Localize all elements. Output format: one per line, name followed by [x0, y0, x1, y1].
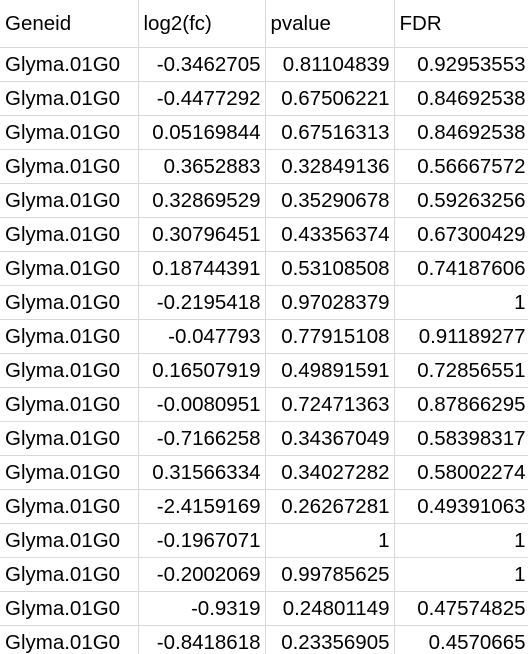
cell-log2fc[interactable]: -0.2002069	[138, 557, 266, 592]
header-cell-log2fc[interactable]: log2(fc)	[138, 0, 266, 48]
cell-log2fc[interactable]: -0.047793	[138, 319, 266, 354]
table-row: Glyma.01G0 0.16507919 0.49891591 0.72856551	[0, 353, 528, 388]
cell-geneid[interactable]: Glyma.01G0	[0, 523, 139, 558]
cell-pvalue[interactable]: 0.26267281	[265, 489, 395, 524]
header-cell-fdr[interactable]: FDR	[394, 0, 528, 48]
cell-geneid[interactable]: Glyma.01G0	[0, 149, 139, 184]
cell-geneid[interactable]: Glyma.01G0	[0, 387, 139, 422]
cell-fdr[interactable]: 0.84692538	[394, 115, 528, 150]
cell-fdr[interactable]: 0.49391063	[394, 489, 528, 524]
cell-geneid[interactable]: Glyma.01G0	[0, 421, 139, 456]
cell-geneid[interactable]: Glyma.01G0	[0, 455, 139, 490]
cell-fdr[interactable]: 1	[394, 557, 528, 592]
cell-pvalue[interactable]: 0.81104839	[265, 47, 395, 82]
cell-log2fc[interactable]: 0.31566334	[138, 455, 266, 490]
cell-fdr[interactable]: 1	[394, 285, 528, 320]
cell-log2fc[interactable]: 0.32869529	[138, 183, 266, 218]
cell-pvalue[interactable]: 0.77915108	[265, 319, 395, 354]
cell-geneid[interactable]: Glyma.01G0	[0, 353, 139, 388]
cell-geneid[interactable]: Glyma.01G0	[0, 557, 139, 592]
cell-log2fc[interactable]: -0.1967071	[138, 523, 266, 558]
cell-fdr[interactable]: 0.74187606	[394, 251, 528, 286]
cell-fdr[interactable]: 0.67300429	[394, 217, 528, 252]
cell-geneid[interactable]: Glyma.01G0	[0, 489, 139, 524]
cell-log2fc[interactable]: 0.3652883	[138, 149, 266, 184]
table-row: Glyma.01G0 0.30796451 0.43356374 0.67300429	[0, 217, 528, 252]
table-row: Glyma.01G0 -0.7166258 0.34367049 0.58398317	[0, 421, 528, 456]
cell-pvalue[interactable]: 0.49891591	[265, 353, 395, 388]
cell-log2fc[interactable]: -0.9319	[138, 591, 266, 626]
table-row: Glyma.01G0 -0.1967071 1 1	[0, 523, 528, 558]
cell-fdr[interactable]: 0.84692538	[394, 81, 528, 116]
cell-log2fc[interactable]: 0.05169844	[138, 115, 266, 150]
cell-log2fc[interactable]: -0.3462705	[138, 47, 266, 82]
cell-fdr[interactable]: 0.47574825	[394, 591, 528, 626]
cell-pvalue[interactable]: 0.67516313	[265, 115, 395, 150]
cell-pvalue[interactable]: 0.67506221	[265, 81, 395, 116]
cell-pvalue[interactable]: 0.97028379	[265, 285, 395, 320]
cell-pvalue[interactable]: 0.32849136	[265, 149, 395, 184]
cell-log2fc[interactable]: -0.7166258	[138, 421, 266, 456]
cell-pvalue[interactable]: 0.99785625	[265, 557, 395, 592]
cell-geneid[interactable]: Glyma.01G0	[0, 251, 139, 286]
cell-fdr[interactable]: 0.56667572	[394, 149, 528, 184]
table-row: Glyma.01G0 -0.4477292 0.67506221 0.84692538	[0, 81, 528, 116]
cell-geneid[interactable]: Glyma.01G0	[0, 183, 139, 218]
cell-pvalue[interactable]: 0.35290678	[265, 183, 395, 218]
header-row: Geneid log2(fc) pvalue FDR	[0, 0, 528, 48]
table-row: Glyma.01G0 0.31566334 0.34027282 0.58002274	[0, 455, 528, 490]
cell-pvalue[interactable]: 0.24801149	[265, 591, 395, 626]
header-cell-pvalue[interactable]: pvalue	[265, 0, 395, 48]
cell-log2fc[interactable]: 0.30796451	[138, 217, 266, 252]
table-row: Glyma.01G0 -2.4159169 0.26267281 0.49391063	[0, 489, 528, 524]
table-row: Glyma.01G0 -0.8418618 0.23356905 0.4570665	[0, 625, 528, 654]
table-row: Glyma.01G0 0.05169844 0.67516313 0.84692538	[0, 115, 528, 150]
cell-geneid[interactable]: Glyma.01G0	[0, 625, 139, 654]
cell-geneid[interactable]: Glyma.01G0	[0, 591, 139, 626]
cell-log2fc[interactable]: -0.2195418	[138, 285, 266, 320]
cell-geneid[interactable]: Glyma.01G0	[0, 115, 139, 150]
cell-pvalue[interactable]: 1	[265, 523, 395, 558]
cell-fdr[interactable]: 0.87866295	[394, 387, 528, 422]
cell-pvalue[interactable]: 0.53108508	[265, 251, 395, 286]
cell-log2fc[interactable]: -2.4159169	[138, 489, 266, 524]
cell-geneid[interactable]: Glyma.01G0	[0, 319, 139, 354]
cell-log2fc[interactable]: -0.4477292	[138, 81, 266, 116]
cell-geneid[interactable]: Glyma.01G0	[0, 217, 139, 252]
cell-log2fc[interactable]: -0.0080951	[138, 387, 266, 422]
header-cell-geneid[interactable]: Geneid	[0, 0, 139, 48]
cell-fdr[interactable]: 0.72856551	[394, 353, 528, 388]
cell-pvalue[interactable]: 0.34027282	[265, 455, 395, 490]
cell-fdr[interactable]: 0.4570665	[394, 625, 528, 654]
table-row: Glyma.01G0 -0.0080951 0.72471363 0.87866295	[0, 387, 528, 422]
cell-fdr[interactable]: 0.58398317	[394, 421, 528, 456]
table-row: Glyma.01G0 -0.9319 0.24801149 0.47574825	[0, 591, 528, 626]
table-row: Glyma.01G0 0.32869529 0.35290678 0.59263256	[0, 183, 528, 218]
cell-fdr[interactable]: 0.91189277	[394, 319, 528, 354]
cell-pvalue[interactable]: 0.72471363	[265, 387, 395, 422]
cell-pvalue[interactable]: 0.23356905	[265, 625, 395, 654]
table-row: Glyma.01G0 0.18744391 0.53108508 0.74187606	[0, 251, 528, 286]
cell-log2fc[interactable]: 0.18744391	[138, 251, 266, 286]
cell-fdr[interactable]: 0.92953553	[394, 47, 528, 82]
cell-fdr[interactable]: 0.59263256	[394, 183, 528, 218]
cell-pvalue[interactable]: 0.34367049	[265, 421, 395, 456]
table-row: Glyma.01G0 -0.3462705 0.81104839 0.92953553	[0, 47, 528, 82]
table-row: Glyma.01G0 -0.047793 0.77915108 0.91189277	[0, 319, 528, 354]
cell-geneid[interactable]: Glyma.01G0	[0, 47, 139, 82]
table-row: Glyma.01G0 -0.2002069 0.99785625 1	[0, 557, 528, 592]
cell-log2fc[interactable]: 0.16507919	[138, 353, 266, 388]
table-row: Glyma.01G0 -0.2195418 0.97028379 1	[0, 285, 528, 320]
cell-pvalue[interactable]: 0.43356374	[265, 217, 395, 252]
cell-fdr[interactable]: 1	[394, 523, 528, 558]
cell-fdr[interactable]: 0.58002274	[394, 455, 528, 490]
cell-log2fc[interactable]: -0.8418618	[138, 625, 266, 654]
cell-geneid[interactable]: Glyma.01G0	[0, 285, 139, 320]
cell-geneid[interactable]: Glyma.01G0	[0, 81, 139, 116]
table-row: Glyma.01G0 0.3652883 0.32849136 0.56667572	[0, 149, 528, 184]
